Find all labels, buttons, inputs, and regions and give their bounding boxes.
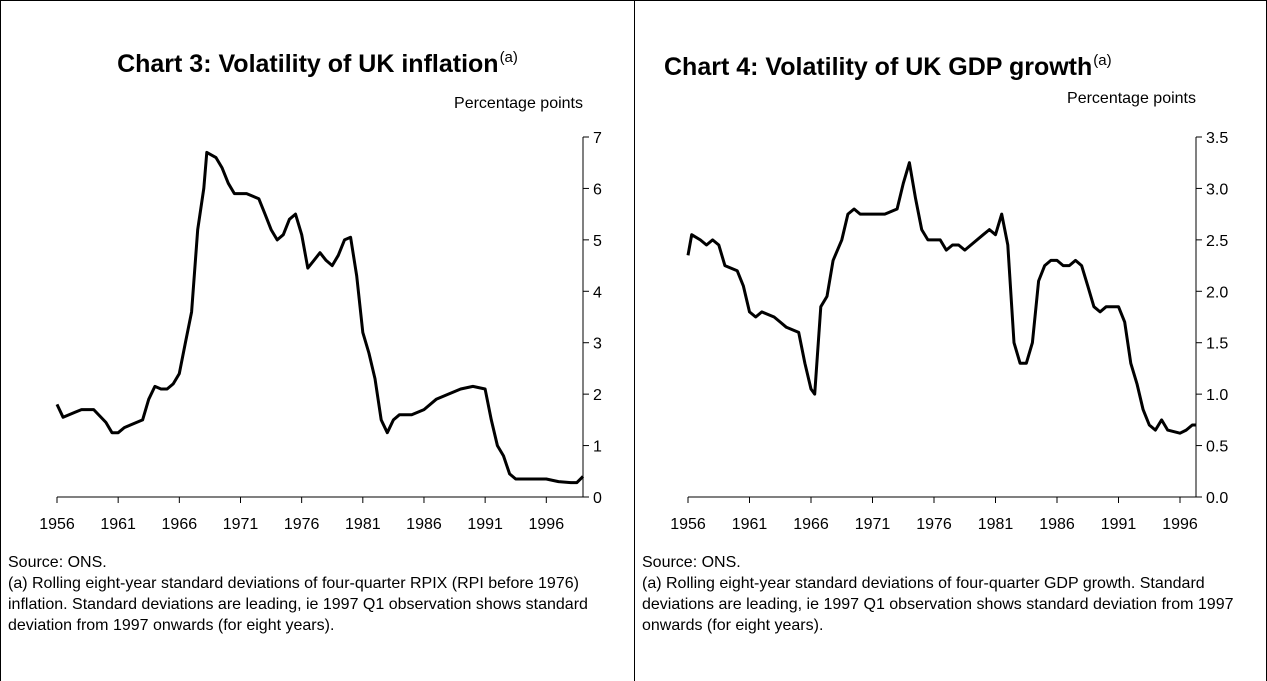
y-tick-label: 2.5	[1206, 233, 1228, 250]
x-tick-label: 1991	[467, 516, 503, 533]
x-tick-label: 1976	[284, 516, 320, 533]
y-tick-label: 0.0	[1206, 490, 1228, 507]
footnotes: Source: ONS. (a) Rolling eight-year stan…	[642, 552, 1242, 636]
x-tick-label: 1991	[1101, 516, 1137, 533]
source: Source: ONS.	[642, 554, 741, 571]
y-tick-label: 0	[593, 490, 602, 507]
x-tick-label: 1971	[223, 516, 259, 533]
data-line	[686, 161, 1196, 435]
y-tick-label: 3	[593, 336, 602, 353]
y-tick-label: 7	[593, 130, 602, 147]
x-tick-label: 1996	[1162, 516, 1198, 533]
title-note: (a)	[500, 49, 518, 66]
y-tick-label: 5	[593, 233, 602, 250]
y-axis-label: Percentage points	[454, 95, 583, 112]
x-tick-label: 1976	[916, 516, 952, 533]
footnote: (a) Rolling eight-year standard deviatio…	[642, 575, 1234, 634]
x-tick-label: 1986	[1039, 516, 1075, 533]
x-tick-label: 1956	[670, 516, 706, 533]
chart-title: Chart 4: Volatility of UK GDP growth	[664, 53, 1092, 81]
y-tick-label: 3.0	[1206, 181, 1228, 198]
x-tick-label: 1981	[345, 516, 381, 533]
y-tick-label: 2	[593, 387, 602, 404]
y-tick-label: 2.0	[1206, 284, 1228, 301]
y-tick-label: 1.0	[1206, 387, 1228, 404]
y-tick-label: 1	[593, 439, 602, 456]
data-line	[55, 150, 585, 485]
y-tick-label: 1.5	[1206, 336, 1228, 353]
chart-title: Chart 3: Volatility of UK inflation	[117, 50, 498, 78]
x-tick-label: 1996	[529, 516, 565, 533]
x-tick-label: 1956	[39, 516, 75, 533]
x-tick-label: 1971	[855, 516, 891, 533]
y-tick-label: 4	[593, 284, 602, 301]
x-tick-label: 1961	[100, 516, 136, 533]
y-tick-label: 6	[593, 181, 602, 198]
x-tick-label: 1981	[978, 516, 1014, 533]
footnotes: Source: ONS. (a) Rolling eight-year stan…	[8, 552, 620, 636]
source: Source: ONS.	[8, 554, 107, 571]
x-tick-label: 1966	[793, 516, 829, 533]
x-tick-label: 1986	[406, 516, 442, 533]
x-tick-label: 1961	[732, 516, 768, 533]
x-tick-label: 1966	[162, 516, 198, 533]
y-tick-label: 3.5	[1206, 130, 1228, 147]
y-tick-label: 0.5	[1206, 439, 1228, 456]
title-note: (a)	[1093, 52, 1111, 69]
footnote: (a) Rolling eight-year standard deviatio…	[8, 575, 588, 634]
y-axis-label: Percentage points	[1067, 90, 1196, 107]
